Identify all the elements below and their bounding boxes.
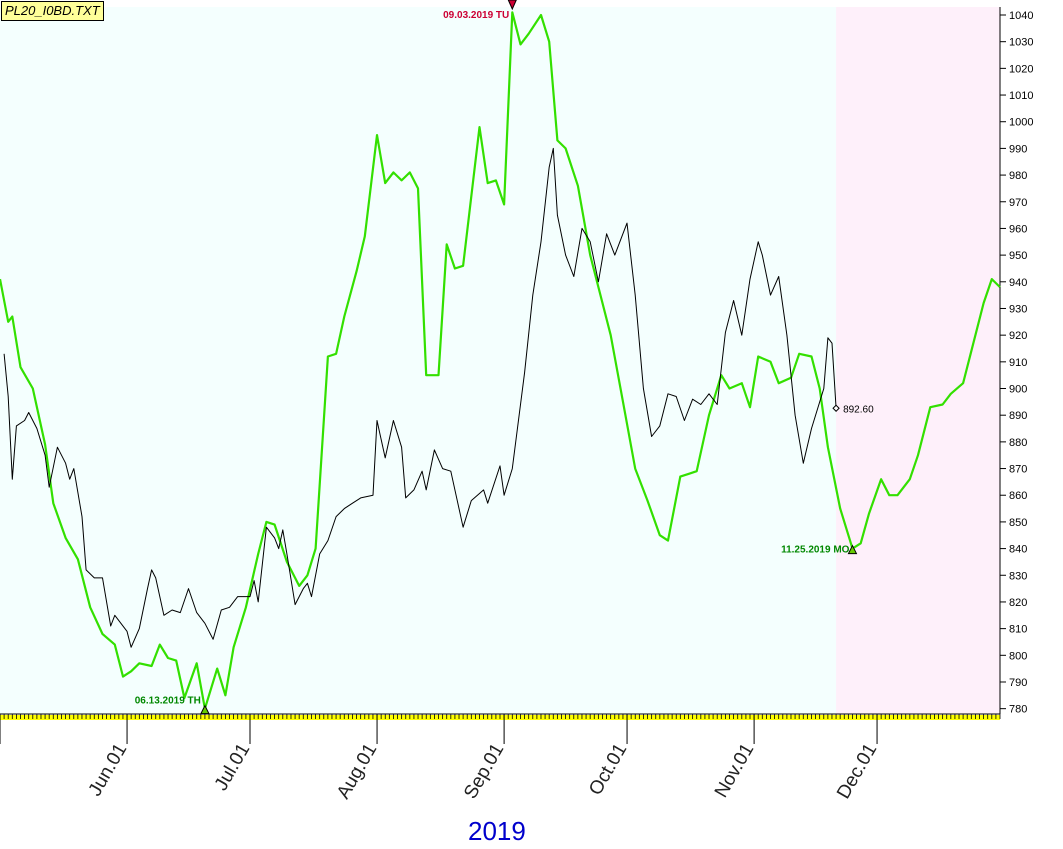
low-marker bbox=[200, 704, 210, 715]
x-tick-label: May.01 bbox=[0, 740, 4, 803]
y-tick-label: 940 bbox=[1009, 277, 1027, 289]
y-tick-label: 980 bbox=[1009, 170, 1027, 182]
price-line bbox=[3, 147, 837, 648]
y-tick-label: 870 bbox=[1009, 464, 1027, 476]
series-layer bbox=[0, 11, 1001, 710]
chart-title: PL20_I0BD.TXT bbox=[1, 1, 104, 21]
y-tick-label: 800 bbox=[1009, 650, 1027, 662]
y-axis: 780 790 800 810 820 830 840 850 860 870 880 890 900 9… bbox=[999, 7, 1033, 716]
x-tick-label: Oct.01 bbox=[585, 740, 631, 799]
y-tick-label: 820 bbox=[1009, 597, 1027, 609]
low-label: 11.25.2019 MO bbox=[781, 545, 850, 556]
y-tick-label: 910 bbox=[1009, 357, 1027, 369]
y-tick-label: 990 bbox=[1009, 143, 1027, 155]
x-tick-label: Dec.01 bbox=[833, 740, 881, 803]
y-tick-label: 840 bbox=[1009, 544, 1027, 556]
y-tick-label: 880 bbox=[1009, 437, 1027, 449]
y-tick-label: 900 bbox=[1009, 384, 1027, 396]
y-tick-label: 950 bbox=[1009, 250, 1027, 262]
low-label: 06.13.2019 TH bbox=[135, 696, 201, 707]
x-tick-label: Jun.01 bbox=[85, 740, 132, 800]
y-tick-label: 930 bbox=[1009, 303, 1027, 315]
x-tick-label: Sep.01 bbox=[460, 740, 508, 803]
year-label: 2019 bbox=[468, 816, 526, 846]
y-tick-label: 920 bbox=[1009, 330, 1027, 342]
y-tick-label: 810 bbox=[1009, 624, 1027, 636]
y-tick-label: 1020 bbox=[1009, 63, 1033, 75]
x-tick-label: Nov.01 bbox=[711, 740, 759, 801]
low-marker bbox=[847, 544, 858, 555]
annotation-layer: 09.03.2019 TU 06.13.2019 TH 11.25.2019 MO 8… bbox=[135, 0, 874, 715]
x-axis: May.01 Jun.01 Jul.01 Aug.01 Sep.01 Oct.01 Nov.… bbox=[0, 713, 1001, 803]
y-tick-label: 850 bbox=[1009, 517, 1027, 529]
y-tick-label: 1000 bbox=[1009, 117, 1033, 129]
forecast-background bbox=[836, 7, 1000, 714]
y-tick-label: 830 bbox=[1009, 570, 1027, 582]
y-tick-label: 860 bbox=[1009, 490, 1027, 502]
y-tick-label: 890 bbox=[1009, 410, 1027, 422]
high-label: 09.03.2019 TU bbox=[443, 10, 509, 21]
plot-background bbox=[0, 7, 837, 714]
y-tick-label: 1030 bbox=[1009, 37, 1033, 49]
y-tick-label: 970 bbox=[1009, 197, 1027, 209]
x-tick-label: Aug.01 bbox=[333, 740, 381, 803]
y-tick-label: 1010 bbox=[1009, 90, 1033, 102]
forecast-line bbox=[0, 11, 1001, 710]
last-price-label: 892.60 bbox=[843, 404, 874, 415]
last-price-marker bbox=[832, 404, 840, 412]
x-tick-label: Jul.01 bbox=[211, 740, 255, 794]
y-tick-label: 790 bbox=[1009, 677, 1027, 689]
y-tick-label: 780 bbox=[1009, 704, 1027, 716]
y-tick-label: 960 bbox=[1009, 223, 1027, 235]
y-tick-label: 1040 bbox=[1009, 10, 1033, 22]
high-marker bbox=[507, 0, 517, 11]
